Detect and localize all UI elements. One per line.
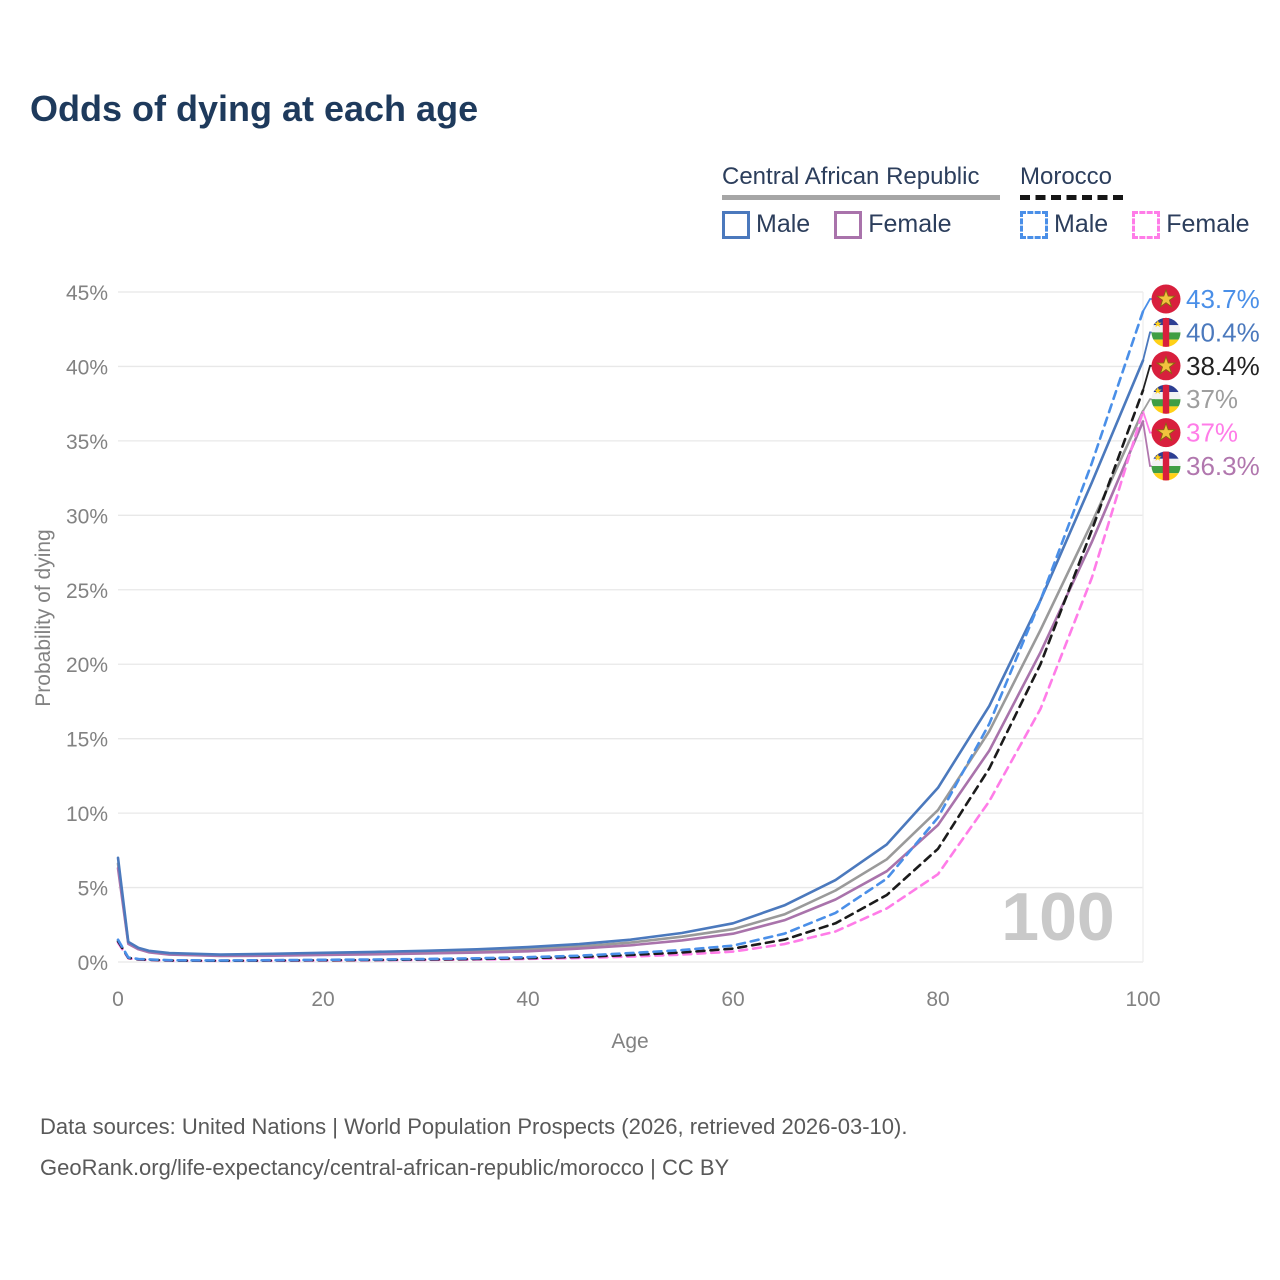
line-chart[interactable]: 0% 5% 10% 15% 20% 25% 30% 35% 40% 45% 0 20 40 60 80 100… (0, 0, 1280, 1080)
x-tick-label: 0 (112, 988, 124, 1011)
x-tick-label: 60 (721, 988, 744, 1011)
legend-line-sample (1020, 195, 1123, 200)
y-tick-label: 15% (66, 729, 108, 752)
legend-line-sample (722, 195, 1000, 200)
end-value-label-car_both: 37% (1186, 384, 1238, 414)
x-tick-label: 100 (1125, 988, 1160, 1011)
x-tick-label: 40 (516, 988, 539, 1011)
legend-item-morocco-female[interactable]: Female (1132, 210, 1250, 239)
end-value-label-morocco_male: 43.7% (1186, 284, 1260, 314)
attribution-link-line[interactable]: GeoRank.org/life-expectancy/central-afri… (40, 1155, 730, 1180)
series-line-morocco_female[interactable] (116, 409, 1145, 963)
y-tick-label: 10% (66, 803, 108, 826)
car-male-swatch-icon (722, 210, 750, 239)
car-flag-icon (1151, 384, 1181, 414)
y-tick-label: 30% (66, 505, 108, 528)
end-value-label-car_male: 40.4% (1186, 317, 1260, 347)
end-value-label-morocco_both: 38.4% (1186, 351, 1260, 381)
hover-age-watermark: 100 (1001, 879, 1114, 955)
y-tick-label: 45% (66, 282, 108, 305)
page-title: Odds of dying at each age (30, 88, 479, 129)
legend-country-name: Morocco (1020, 163, 1113, 190)
x-axis-title: Age (611, 1030, 648, 1053)
car-female-swatch-icon (834, 210, 863, 239)
legend-country-name: Central African Republic (722, 163, 980, 190)
y-tick-label: 5% (78, 878, 108, 901)
series-line-car_male[interactable] (116, 359, 1145, 956)
series-line-morocco_both[interactable] (116, 388, 1145, 963)
morocco-flag-icon (1151, 350, 1181, 381)
y-axis-title: Probability of dying (32, 529, 55, 706)
legend-group-morocco: Morocco Male Female (1020, 163, 1250, 239)
y-tick-label: 35% (66, 431, 108, 454)
legend-group-central-african-republic: Central African Republic Male Female (722, 163, 1012, 239)
legend-item-label: Male (1054, 210, 1109, 238)
series-line-car_female[interactable] (116, 420, 1145, 958)
legend-item-morocco-male[interactable]: Male (1020, 210, 1108, 239)
morocco-female-swatch-icon (1132, 210, 1161, 239)
car-flag-icon (1151, 451, 1181, 481)
car-flag-icon (1151, 317, 1181, 347)
end-value-label-car_female: 36.3% (1186, 451, 1260, 481)
legend-item-label: Male (756, 210, 811, 238)
end-value-label-morocco_female: 37% (1186, 418, 1238, 448)
y-tick-label: 20% (66, 654, 108, 677)
y-tick-label: 0% (78, 952, 108, 975)
data-sources-line: Data sources: United Nations | World Pop… (40, 1114, 908, 1139)
legend-item-label: Female (868, 210, 952, 238)
x-tick-label: 80 (926, 988, 949, 1011)
legend-item-car-female[interactable]: Female (834, 210, 952, 239)
y-tick-label: 25% (66, 580, 108, 603)
x-tick-label: 20 (311, 988, 334, 1011)
y-tick-label: 40% (66, 356, 108, 379)
footer: Data sources: United Nations | World Pop… (40, 1106, 907, 1188)
legend-item-car-male[interactable]: Male (722, 210, 810, 239)
legend-item-label: Female (1166, 210, 1250, 238)
morocco-male-swatch-icon (1020, 210, 1048, 239)
series-line-car_both[interactable] (116, 409, 1145, 957)
morocco-flag-icon (1151, 417, 1181, 448)
series-line-morocco_male[interactable] (116, 310, 1145, 962)
morocco-flag-icon (1151, 284, 1181, 314)
